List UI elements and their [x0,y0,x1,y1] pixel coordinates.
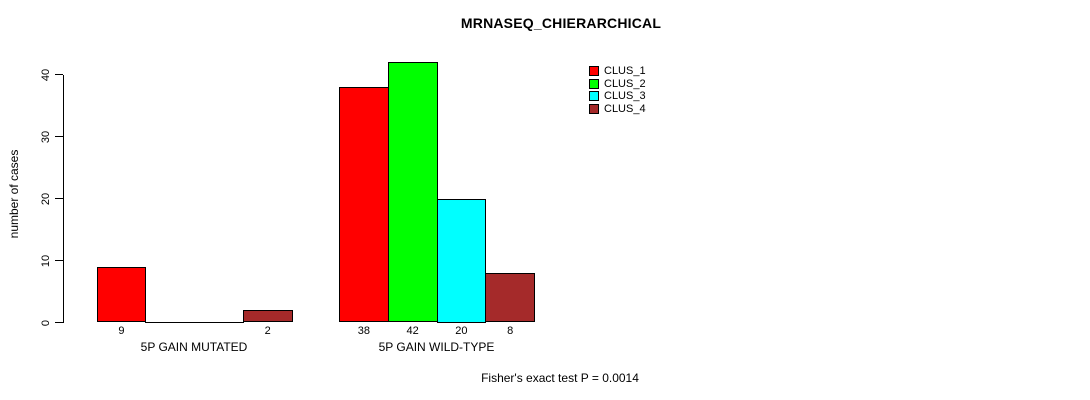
y-axis-tick-label: 20 [40,192,52,205]
legend-label: CLUS_4 [604,102,646,115]
bar-value-label: 9 [118,325,125,337]
legend: CLUS_1 CLUS_2 CLUS_3 CLUS_4 [589,65,646,115]
bar-clus-3-group2 [436,198,487,323]
legend-swatch-clus_3 [589,91,599,102]
bar-value-label: 8 [507,325,514,337]
x-group-label: 5P GAIN WILD-TYPE [378,340,495,354]
legend-row: CLUS_3 [589,90,646,103]
legend-label: CLUS_3 [604,90,646,103]
zero-bar-baseline-segment-clus-2-group1 [145,321,195,323]
legend-swatch-clus_4 [589,103,599,114]
bar-value-label: 20 [455,325,468,337]
y-axis-tick-label: 30 [40,130,52,143]
bar-clus-2-group2 [387,62,438,323]
legend-label: CLUS_2 [604,77,646,90]
y-axis-line [63,74,64,323]
y-axis-tick-label: 10 [40,254,52,267]
y-axis-label: number of cases [7,149,21,239]
y-axis-tick [55,198,63,199]
legend-row: CLUS_2 [589,78,646,91]
x-group-label: 5P GAIN MUTATED [140,340,248,354]
bar-value-label: 38 [357,325,370,337]
y-axis-tick [55,322,63,323]
annotation-text: Fisher's exact test P = 0.0014 [481,371,639,385]
bar-clus-1-group2 [339,86,389,323]
legend-swatch-clus_1 [589,66,599,77]
zero-bar-baseline-segment-clus-3-group1 [194,321,244,323]
bar-clus-4-group1 [242,310,293,323]
chart-title: MRNASEQ_CHIERARCHICAL [460,15,662,31]
y-axis-tick-label: 40 [40,68,52,81]
y-axis-tick [55,260,63,261]
bar-clus-1-group1 [96,266,147,323]
bar-value-label: 42 [406,325,419,337]
bar-clus-4-group2 [485,272,535,323]
bar-value-label: 2 [264,325,271,337]
y-axis-tick-label: 0 [40,319,52,326]
legend-row: CLUS_1 [589,65,646,78]
legend-row: CLUS_4 [589,103,646,116]
legend-label: CLUS_1 [604,65,646,78]
y-axis-tick [55,74,63,75]
legend-swatch-clus_2 [589,78,599,89]
y-axis-tick [55,136,63,137]
